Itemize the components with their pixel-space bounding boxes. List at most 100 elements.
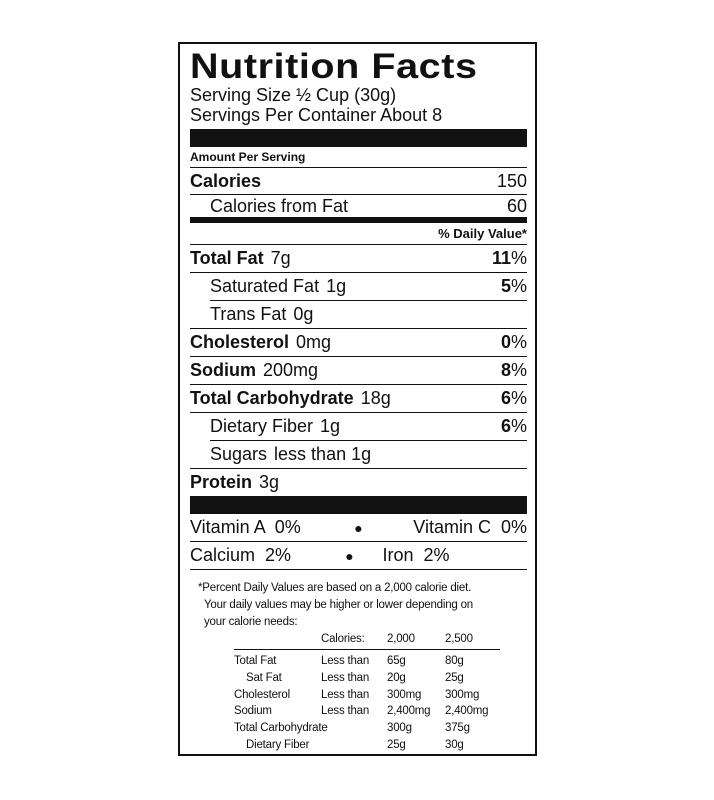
nutrient-label: Saturated Fat [210,276,320,296]
vitamin-item: Iron 2% [382,545,450,565]
calories-label: Calories [190,170,262,191]
bullet-icon: ● [345,547,354,564]
nutrient-row: Sodium 200mg 8% [190,357,527,385]
nutrient-label: Sodium [190,360,256,380]
nutrient-amount: 3g [259,472,280,492]
nutrient-amount: 7g [270,248,291,268]
table-row: Dietary Fiber 25g 30g [234,737,500,754]
amount-per-serving-label: Amount Per Serving [190,150,306,164]
nutrient-label: Total Carbohydrate [190,388,354,408]
table-header-cell: 2,000 [387,631,445,650]
nutrient-row: Total Carbohydrate 18g 6% [190,385,527,413]
servings-per-container: Servings Per Container About 8 [190,105,443,125]
percent-sign: % [510,360,527,380]
calories-from-fat-label: Calories from Fat [210,195,349,216]
nutrient-daily-value: 0% [501,332,527,353]
amount-per-serving: Amount Per Serving [190,147,527,168]
table-header-cell: Calories: [321,631,387,650]
footnote-line: *Percent Daily Values are based on a 2,0… [198,582,472,594]
nutrient-row: Cholesterol 0mg 0% [190,329,527,357]
thick-divider [190,129,527,147]
table-cell: Cholesterol [234,688,290,701]
nutrient-list: Total Fat 7g 11% Saturated Fat 1g 5% Trans Fat… [190,245,527,496]
nutrient-label: Cholesterol [190,332,290,352]
percent-sign: % [510,332,527,352]
vitamin-row: Vitamin A 0% ● Vitamin C 0% [190,514,527,542]
percent-sign: % [510,416,527,436]
table-cell: Less than [321,655,370,667]
nutrient-row: Sugars less than 1g [190,441,527,469]
nutrient-name: Sodium 200mg [190,360,318,381]
nutrient-label: Dietary Fiber [210,416,314,436]
vitamin-item: Vitamin A 0% [190,517,301,537]
table-row: Sat Fat Less than 20g 25g [234,670,500,687]
nutrition-facts-label: Nutrition Facts Serving Size ½ Cup (30g)… [178,42,537,756]
table-cell: 300g [387,722,412,735]
calories-value: 150 [496,170,527,191]
table-cell: 375g [445,722,470,735]
footnote-line: your calorie needs: [204,616,298,628]
nutrient-row: Trans Fat 0g [190,301,527,329]
nutrient-name: Trans Fat 0g [210,304,313,325]
table-row: Sodium Less than 2,400mg 2,400mg [234,703,500,720]
nutrient-label: Total Fat [190,248,264,268]
nutrient-daily-value: 11% [492,248,527,269]
bullet-icon: ● [354,519,363,536]
vitamin-item: Vitamin C 0% [413,517,527,537]
table-row: Total Carbohydrate 300g 375g [234,720,500,737]
nutrient-amount: 18g [360,388,391,408]
table-cell: Total Fat [234,655,277,667]
nutrient-name: Total Fat 7g [190,248,291,269]
table-cell: 20g [387,671,406,684]
table-cell: 25g [445,671,464,684]
calories-from-fat-value: 60 [506,195,527,216]
table-cell: Less than [321,688,370,701]
footnote: *Percent Daily Values are based on a 2,0… [190,580,527,631]
table-cell: Sat Fat [246,671,282,684]
percent-sign: % [510,388,527,408]
table-cell: Sodium [234,705,272,718]
daily-value-number: 6 [500,388,511,408]
table-cell: 2,400mg [445,705,489,718]
nutrient-amount: 1g [320,416,341,436]
nutrient-row: Protein 3g [190,469,527,496]
table-cell: 2,400mg [387,705,431,718]
daily-value-table: Calories: 2,000 2,500 Total Fat Less than 65… [234,631,500,754]
daily-value-number: 0 [500,332,511,352]
percent-sign: % [510,276,527,296]
table-cell: 80g [445,655,464,667]
table-cell: 25g [387,738,406,751]
calories-row: Calories 150 [190,168,527,195]
nutrient-name: Sugars less than 1g [210,444,371,465]
medium-divider [190,217,527,223]
vitamin-list: Vitamin A 0% ● Vitamin C 0% Calcium 2% ● Iron… [190,514,527,570]
daily-value-header: % Daily Value* [190,223,527,245]
nutrient-row: Total Fat 7g 11% [190,245,527,273]
nutrient-daily-value: 8% [501,360,527,381]
table-header: Calories: 2,000 2,500 [234,631,500,650]
nutrient-daily-value: 6% [501,388,527,409]
footnote-line: Your daily values may be higher or lower… [204,599,473,611]
table-cell: Less than [321,705,370,718]
calories-from-fat-row: Calories from Fat 60 [210,195,527,217]
nutrient-label: Trans Fat [210,304,287,324]
table-cell [321,737,387,754]
nutrient-daily-value: 5% [501,276,527,297]
nutrient-amount: less than 1g [274,444,372,464]
nutrient-amount: 0g [293,304,314,324]
vitamin-item: Calcium 2% [190,545,292,565]
nutrient-label: Protein [190,472,253,492]
table-row: Total Fat Less than 65g 80g [234,650,500,670]
thick-divider [190,496,527,514]
table-header-cell [234,631,321,650]
nutrient-name: Saturated Fat 1g [210,276,346,297]
daily-value-header-label: % Daily Value* [438,226,527,241]
serving-size: Serving Size ½ Cup (30g) [190,85,397,105]
table-cell: Total Carbohydrate [234,722,328,735]
nutrient-amount: 200mg [263,360,319,380]
nutrient-name: Cholesterol 0mg [190,332,331,353]
nutrient-row: Saturated Fat 1g 5% [210,273,527,301]
vitamin-row: Calcium 2% ● Iron 2% [190,542,527,570]
percent-sign: % [510,248,527,268]
daily-value-number: 11 [491,248,511,268]
